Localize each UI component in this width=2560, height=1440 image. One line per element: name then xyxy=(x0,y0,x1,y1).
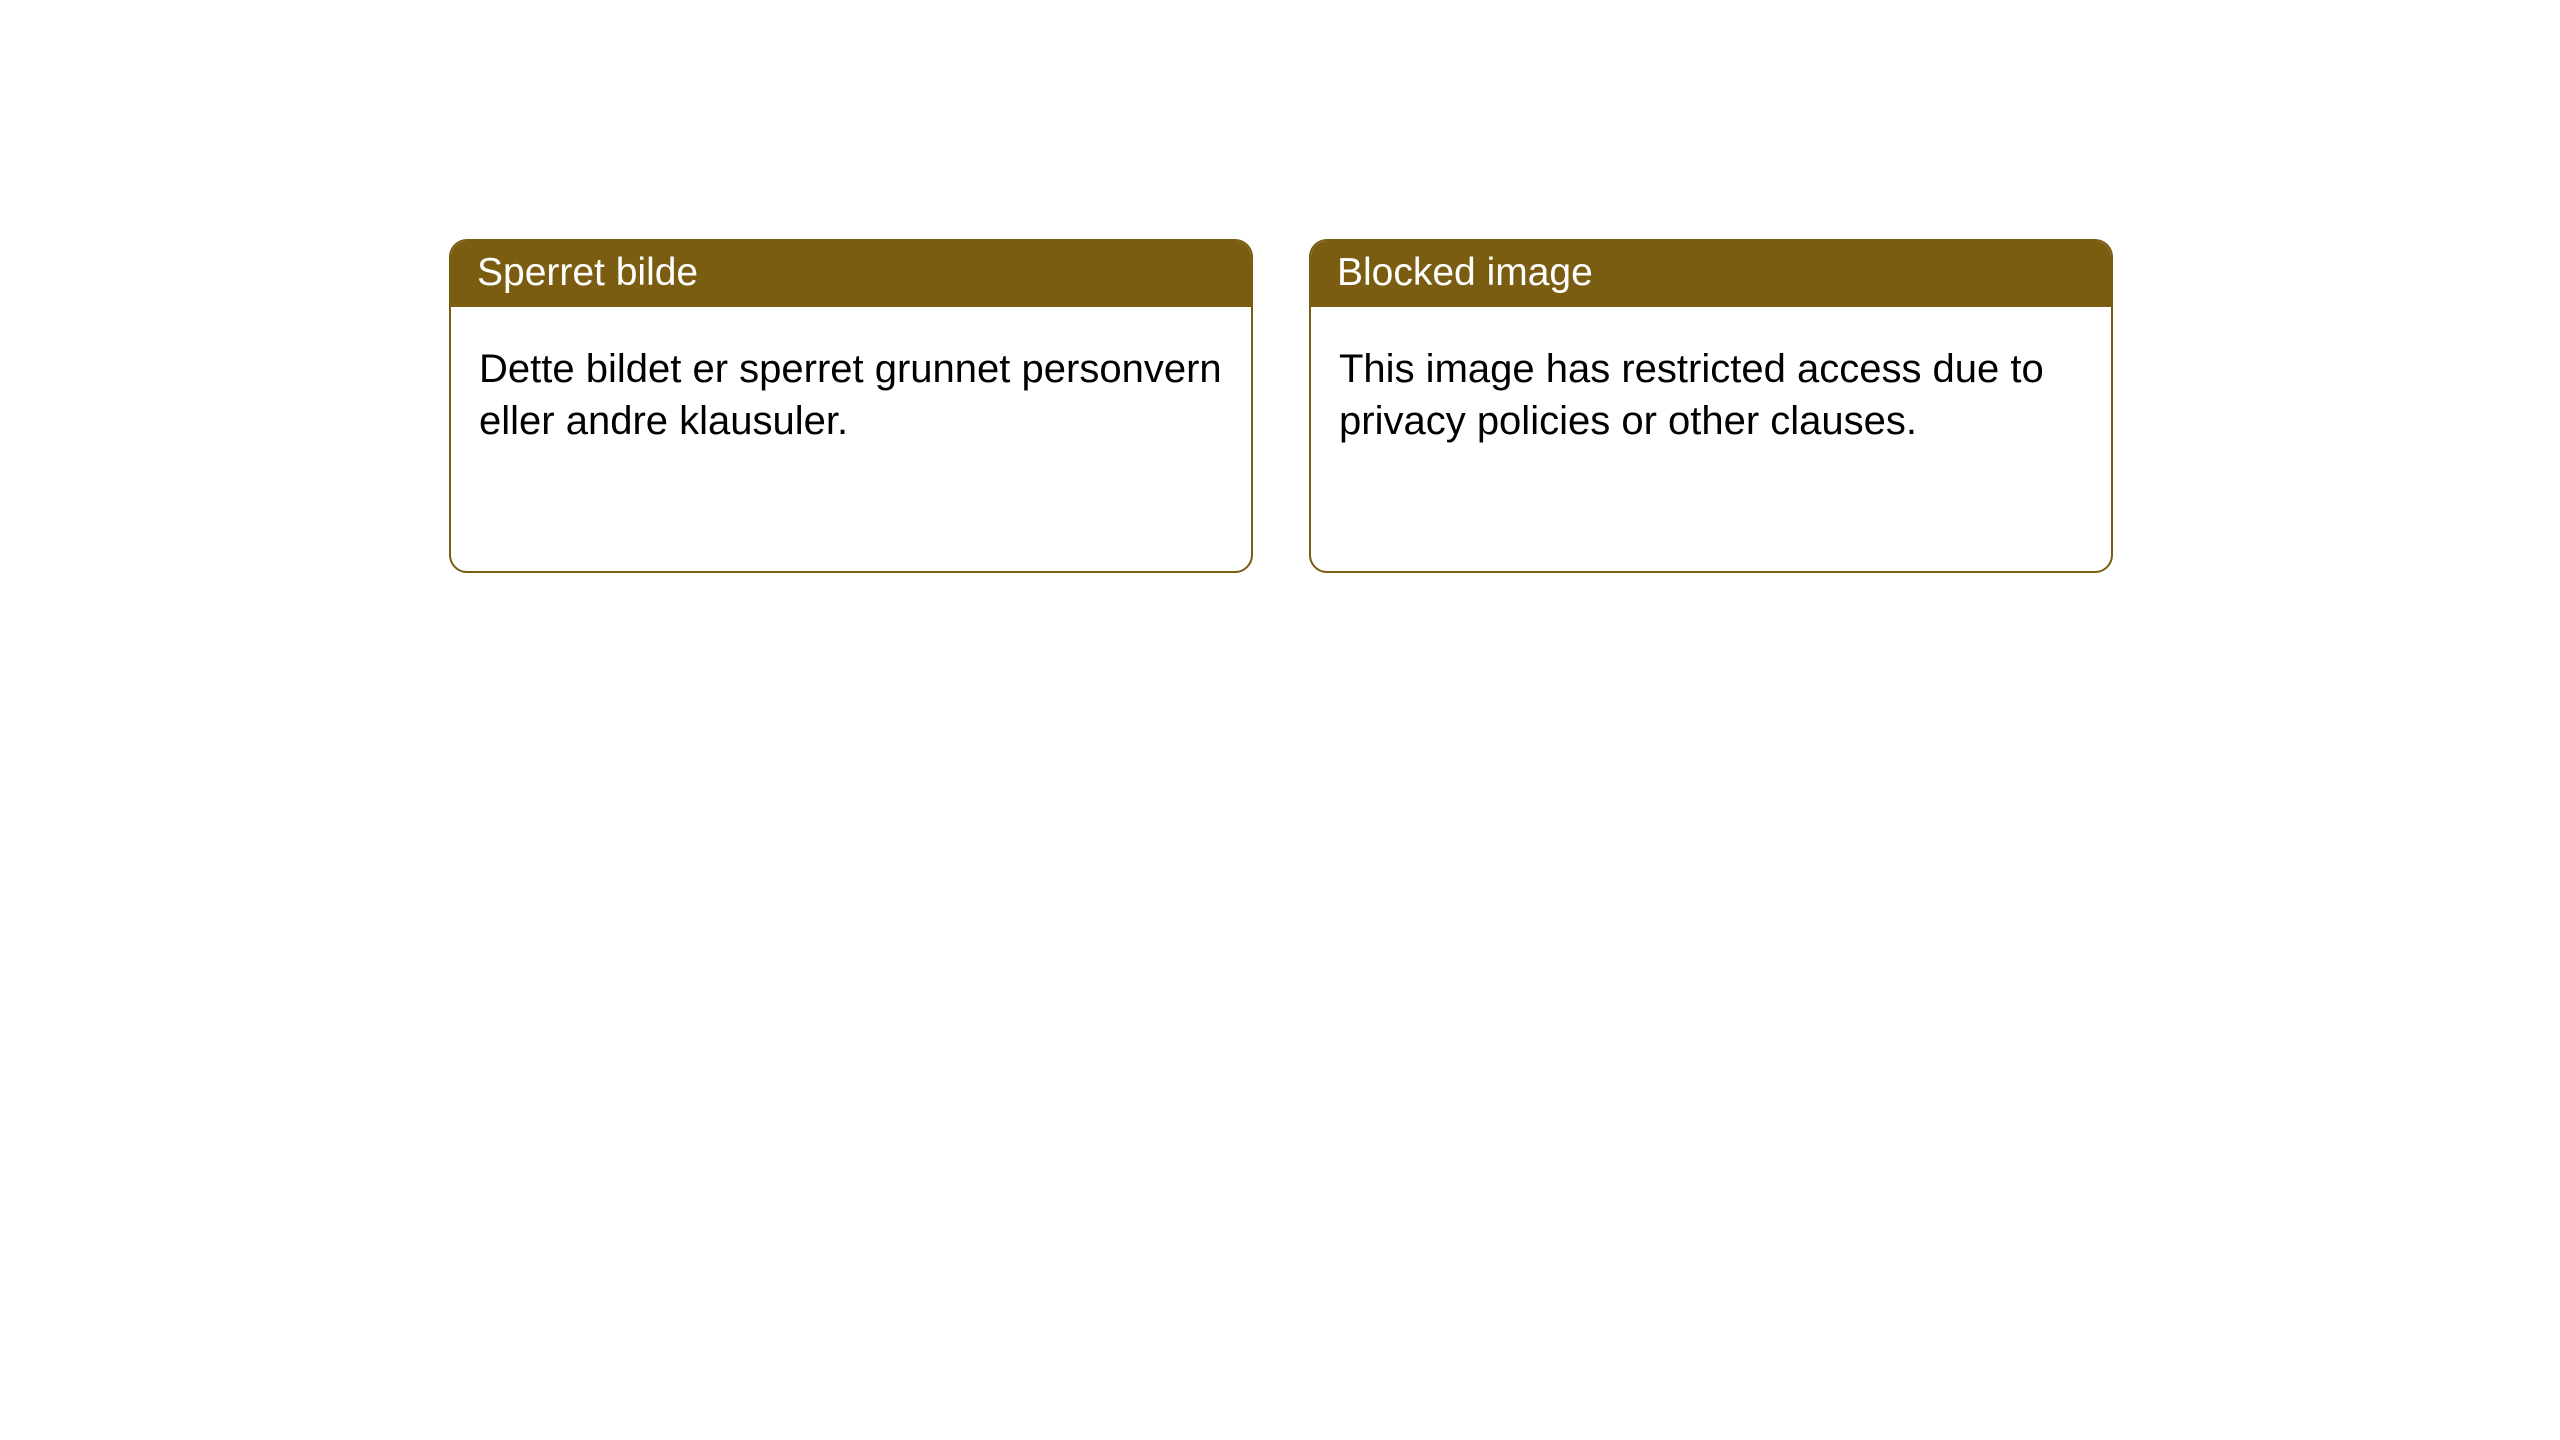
notice-card-norwegian: Sperret bilde Dette bildet er sperret gr… xyxy=(449,239,1253,573)
notice-container: Sperret bilde Dette bildet er sperret gr… xyxy=(0,0,2560,573)
notice-header: Blocked image xyxy=(1311,241,2111,307)
notice-body: This image has restricted access due to … xyxy=(1311,307,2111,475)
notice-header: Sperret bilde xyxy=(451,241,1251,307)
notice-body: Dette bildet er sperret grunnet personve… xyxy=(451,307,1251,475)
notice-card-english: Blocked image This image has restricted … xyxy=(1309,239,2113,573)
